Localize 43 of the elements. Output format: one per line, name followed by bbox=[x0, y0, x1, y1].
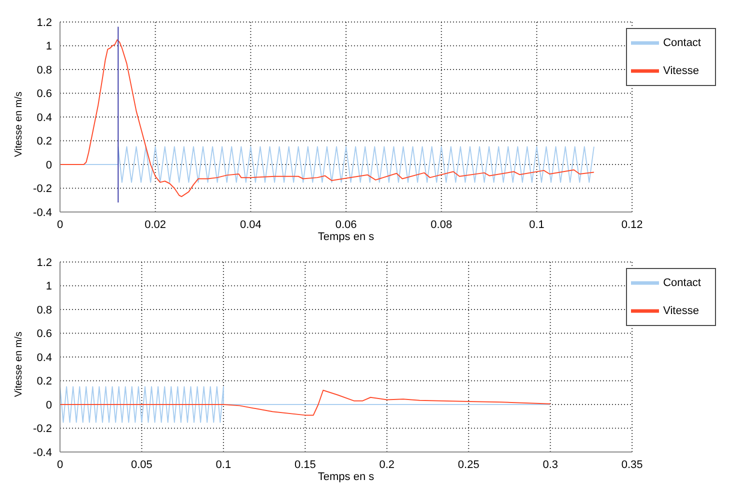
line-series bbox=[60, 39, 594, 198]
y-tick-label: -0.2 bbox=[33, 183, 52, 196]
x-tick-label: 0.04 bbox=[240, 218, 262, 231]
x-tick-label: 0.25 bbox=[458, 458, 480, 471]
y-tick-label: 0.2 bbox=[36, 376, 52, 388]
y-tick-label: -0.4 bbox=[33, 446, 52, 459]
legend-label: Contact bbox=[663, 36, 701, 49]
x-axis-title: Temps en s bbox=[318, 231, 375, 243]
y-tick-label: 0.6 bbox=[36, 328, 52, 340]
legend-label: Vitesse bbox=[663, 304, 699, 317]
x-tick-label: 0.1 bbox=[216, 458, 232, 471]
x-tick-label: 0.1 bbox=[529, 218, 544, 231]
x-tick-label: 0.02 bbox=[144, 218, 166, 231]
y-tick-label: 0.2 bbox=[36, 136, 52, 148]
y-tick-label: 1 bbox=[46, 280, 52, 293]
legend-label: Contact bbox=[663, 276, 701, 289]
y-tick-label: -0.2 bbox=[33, 423, 52, 436]
y-tick-label: 1 bbox=[46, 40, 52, 53]
y-tick-label: 1.2 bbox=[36, 16, 52, 29]
y-tick-label: 0 bbox=[46, 159, 52, 172]
x-tick-label: 0.12 bbox=[621, 218, 643, 231]
y-tick-label: 0.6 bbox=[36, 88, 52, 100]
x-tick-label: 0.06 bbox=[335, 218, 357, 231]
y-tick-label: 0.8 bbox=[36, 64, 52, 76]
x-tick-label: 0.2 bbox=[379, 458, 395, 471]
legend-label: Vitesse bbox=[663, 64, 699, 77]
y-tick-label: 0.8 bbox=[36, 304, 52, 316]
y-axis-title: Vitesse en m/s bbox=[14, 332, 25, 397]
y-tick-label: 0.4 bbox=[36, 112, 52, 124]
y-tick-label: 1.2 bbox=[36, 256, 52, 269]
x-tick-label: 0 bbox=[56, 458, 64, 471]
y-tick-label: -0.4 bbox=[33, 206, 52, 219]
x-tick-label: 0.15 bbox=[294, 458, 316, 471]
y-tick-label: 0 bbox=[46, 399, 52, 412]
x-tick-label: 0.08 bbox=[430, 218, 452, 231]
y-tick-label: 0.4 bbox=[36, 352, 52, 364]
x-tick-label: 0.05 bbox=[131, 458, 152, 471]
x-tick-label: 0 bbox=[56, 218, 64, 231]
x-axis-title: Temps en s bbox=[318, 471, 375, 483]
x-tick-label: 0.35 bbox=[621, 458, 643, 471]
y-axis-title: Vitesse en m/s bbox=[14, 92, 25, 157]
x-tick-label: 0.3 bbox=[542, 458, 558, 471]
line-series bbox=[60, 390, 551, 416]
